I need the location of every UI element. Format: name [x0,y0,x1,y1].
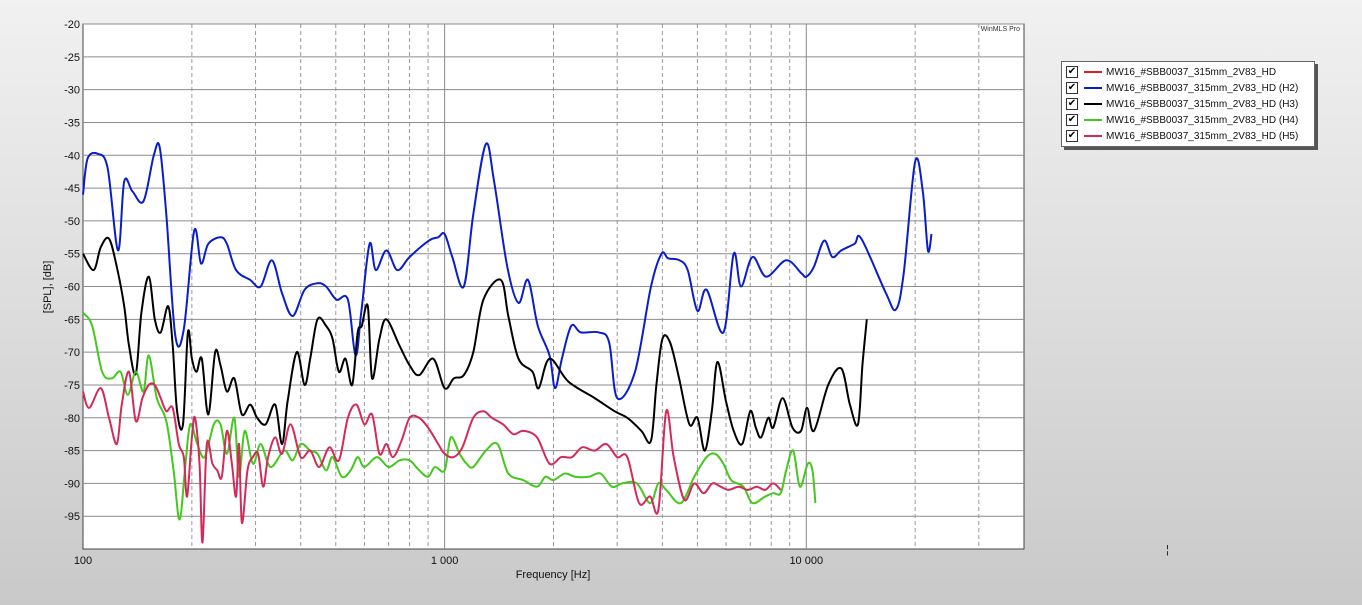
y-tick-label: -45 [64,183,80,195]
y-tick-label: -80 [64,413,80,425]
y-tick-label: -95 [64,511,80,523]
legend-item-5[interactable]: ✔ MW16_#SBB0037_315mm_2V83_HD (H5) [1066,128,1312,144]
x-tick-labels: 100 1 000 10 000 [74,555,823,567]
series-layer [82,142,933,544]
legend-item-1[interactable]: ✔ MW16_#SBB0037_315mm_2V83_HD [1066,64,1312,80]
cursor-marker: ¦ [1166,544,1169,556]
x-tick-label: 100 [74,555,92,567]
legend-item-4[interactable]: ✔ MW16_#SBB0037_315mm_2V83_HD (H4) [1066,112,1312,128]
legend-item-2[interactable]: ✔ MW16_#SBB0037_315mm_2V83_HD (H2) [1066,80,1312,96]
y-tick-label: -35 [64,117,80,129]
legend-checkbox[interactable]: ✔ [1066,82,1078,94]
y-tick-label: -75 [64,380,80,392]
legend-label: MW16_#SBB0037_315mm_2V83_HD (H2) [1106,82,1299,94]
y-tick-label: -50 [64,216,80,228]
x-tick-label: 10 000 [789,555,823,567]
y-tick-label: -65 [64,314,80,326]
series-line-4 [82,312,817,521]
y-tick-labels: -20 -25 -30 -35 -40 -45 -50 -55 -60 -65 -70 -75 -80 -… [64,19,80,523]
x-tick-label: 1 000 [431,555,459,567]
legend-label: MW16_#SBB0037_315mm_2V83_HD (H4) [1106,114,1299,126]
legend-checkbox[interactable]: ✔ [1066,114,1078,126]
legend: ✔ MW16_#SBB0037_315mm_2V83_HD ✔ MW16_#SB… [1061,61,1315,147]
series-line-3 [82,236,868,452]
legend-label: MW16_#SBB0037_315mm_2V83_HD [1106,66,1277,78]
legend-checkbox[interactable]: ✔ [1066,66,1078,78]
y-axis-label: [SPL], [dB] [42,261,54,314]
legend-swatch [1084,119,1102,121]
y-tick-label: -40 [64,150,80,162]
y-tick-label: -55 [64,249,80,261]
series-line-2 [82,142,933,401]
y-tick-label: -90 [64,478,80,490]
y-tick-label: -70 [64,347,80,359]
x-axis-label: Frequency [Hz] [516,569,591,581]
legend-checkbox[interactable]: ✔ [1066,98,1078,110]
legend-item-3[interactable]: ✔ MW16_#SBB0037_315mm_2V83_HD (H3) [1066,96,1312,112]
y-tick-label: -20 [64,19,80,31]
legend-label: MW16_#SBB0037_315mm_2V83_HD (H3) [1106,98,1299,110]
legend-swatch [1084,87,1102,89]
y-tick-label: -25 [64,52,80,64]
y-tick-label: -30 [64,85,80,97]
legend-swatch [1084,103,1102,105]
y-tick-label: -60 [64,282,80,294]
series-line-5 [82,370,782,544]
watermark-text: WinMLS Pro [981,26,1020,33]
legend-label: MW16_#SBB0037_315mm_2V83_HD (H5) [1106,130,1299,142]
legend-swatch [1084,71,1102,73]
legend-swatch [1084,135,1102,137]
legend-checkbox[interactable]: ✔ [1066,130,1078,142]
y-tick-label: -85 [64,446,80,458]
